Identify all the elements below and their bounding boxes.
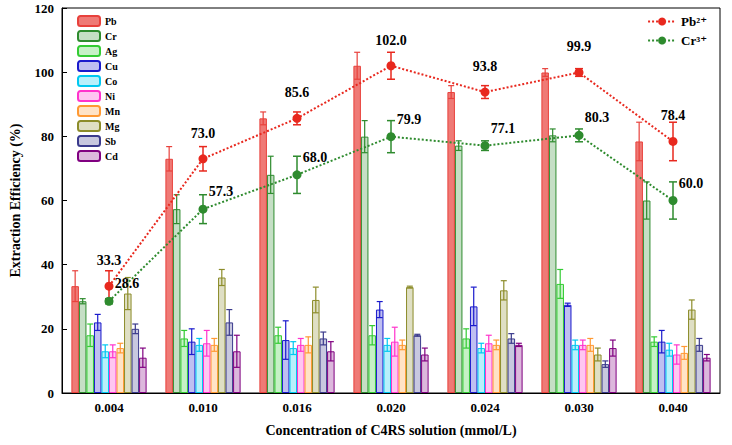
svg-text:33.3: 33.3 [97,253,122,268]
svg-text:85.6: 85.6 [285,85,310,100]
svg-text:100: 100 [35,65,55,80]
svg-text:79.9: 79.9 [397,112,422,127]
svg-text:99.9: 99.9 [567,39,592,54]
svg-text:20: 20 [41,321,54,336]
svg-text:0.030: 0.030 [564,400,593,415]
svg-text:0.016: 0.016 [282,400,312,415]
svg-text:Sb: Sb [105,136,117,147]
svg-text:77.1: 77.1 [491,121,516,136]
svg-text:60: 60 [41,193,54,208]
svg-text:Cr: Cr [105,31,117,42]
svg-text:Co: Co [105,76,117,87]
svg-text:0.020: 0.020 [376,400,405,415]
svg-text:Cd: Cd [105,151,118,162]
svg-text:Pb: Pb [105,16,117,27]
svg-text:68.0: 68.0 [303,150,328,165]
svg-text:102.0: 102.0 [375,33,407,48]
svg-text:Ag: Ag [105,46,117,57]
svg-text:Extraction Efficiency (%): Extraction Efficiency (%) [8,123,24,277]
svg-text:Mg: Mg [105,121,119,132]
svg-text:120: 120 [35,1,55,16]
svg-text:0: 0 [48,386,55,401]
svg-text:0.004: 0.004 [94,400,124,415]
svg-text:78.4: 78.4 [661,108,686,123]
svg-text:0.024: 0.024 [470,400,500,415]
svg-text:0.010: 0.010 [188,400,217,415]
svg-text:Concentration of C4RS solution: Concentration of C4RS solution (mmol/L) [265,423,517,439]
svg-text:60.0: 60.0 [679,176,704,191]
svg-text:Cu: Cu [105,61,118,72]
svg-text:Pb²⁺: Pb²⁺ [681,14,707,29]
svg-text:57.3: 57.3 [209,184,234,199]
svg-text:80: 80 [41,129,54,144]
svg-text:Ni: Ni [105,91,115,102]
svg-text:93.8: 93.8 [473,59,498,74]
svg-text:28.6: 28.6 [115,276,140,291]
svg-text:73.0: 73.0 [191,126,216,141]
svg-text:Cr³⁺: Cr³⁺ [681,33,707,48]
svg-text:80.3: 80.3 [585,110,610,125]
svg-text:40: 40 [41,257,54,272]
svg-text:0.040: 0.040 [658,400,687,415]
svg-text:Mn: Mn [105,106,120,117]
